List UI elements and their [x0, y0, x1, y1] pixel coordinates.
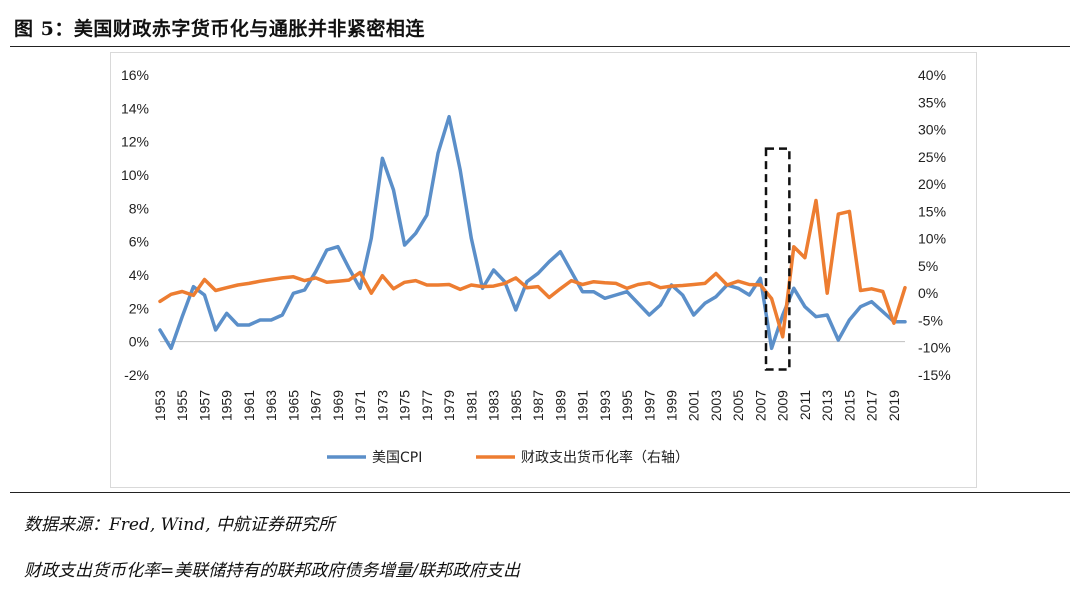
- y-right-tick-label: 15%: [918, 203, 946, 219]
- y-left-tick-label: 10%: [121, 167, 149, 183]
- x-tick-label: 1973: [374, 390, 390, 421]
- y-right-tick-label: 40%: [918, 67, 946, 83]
- x-tick-label: 1961: [241, 390, 257, 421]
- legend-label-cpi: 美国CPI: [372, 450, 422, 466]
- x-tick-label: 1983: [486, 390, 502, 421]
- x-tick-label: 1957: [196, 390, 212, 421]
- y-left-tick-label: 2%: [129, 300, 149, 316]
- x-tick-label: 1959: [219, 390, 235, 421]
- y-right-tick-label: 5%: [918, 258, 938, 274]
- x-tick-label: 2015: [841, 390, 857, 421]
- x-tick-label: 1955: [174, 390, 190, 421]
- x-tick-label: 2009: [775, 390, 791, 421]
- x-tick-label: 1999: [663, 390, 679, 421]
- x-tick-label: 1969: [330, 390, 346, 421]
- chart-legend: 美国CPI 财政支出货币化率（右轴）: [327, 449, 689, 466]
- legend-label-monetization: 财政支出货币化率（右轴）: [521, 449, 689, 466]
- x-tick-label: 2003: [708, 390, 724, 421]
- y-right-tick-label: 10%: [918, 231, 946, 247]
- x-tick-label: 1967: [308, 390, 324, 421]
- x-tick-label: 1993: [597, 390, 613, 421]
- x-tick-label: 1979: [441, 390, 457, 421]
- x-tick-label: 2001: [686, 390, 702, 421]
- x-tick-label: 1971: [352, 390, 368, 421]
- y-right-tick-label: -10%: [918, 340, 951, 356]
- x-tick-label: 2011: [797, 390, 813, 420]
- y-left-tick-label: 8%: [129, 200, 149, 216]
- x-tick-label: 1965: [285, 390, 301, 421]
- x-tick-label: 1987: [530, 390, 546, 421]
- x-tick-label: 1989: [552, 390, 568, 421]
- y-right-tick-label: -15%: [918, 367, 951, 383]
- x-tick-label: 1953: [152, 390, 168, 421]
- y-right-tick-label: 35%: [918, 94, 946, 110]
- series-line-cpi: [158, 114, 907, 351]
- x-tick-label: 2017: [864, 390, 880, 421]
- x-tick-label: 2019: [886, 390, 902, 421]
- y-right-tick-label: 30%: [918, 122, 946, 138]
- y-right-tick-label: 20%: [918, 176, 946, 192]
- x-tick-label: 1981: [463, 390, 479, 421]
- y-left-tick-label: -2%: [124, 367, 149, 383]
- x-tick-label: 2005: [730, 390, 746, 421]
- dashed-highlight-box: [764, 147, 791, 371]
- figure-title: 图 5：美国财政赤字货币化与通胀并非紧密相连: [14, 18, 425, 40]
- x-tick-label: 1963: [263, 390, 279, 421]
- y-left-tick-label: 4%: [129, 267, 149, 283]
- y-right-tick-label: 25%: [918, 149, 946, 165]
- x-tick-label: 2013: [819, 390, 835, 421]
- x-tick-label: 1975: [397, 390, 413, 421]
- series-line-monetization: [158, 198, 907, 339]
- y-right-tick-label: -5%: [918, 312, 943, 328]
- x-tick-label: 1991: [575, 390, 591, 421]
- y-right-tick-label: 0%: [918, 285, 938, 301]
- x-tick-label: 1997: [641, 390, 657, 421]
- x-tick-label: 2007: [752, 390, 768, 421]
- y-left-tick-label: 16%: [121, 67, 149, 83]
- definition-note: 财政支出货币化率=美联储持有的联邦政府债务增量/联邦政府支出: [24, 561, 520, 581]
- data-source-note: 数据来源：Fred, Wind, 中航证券研究所: [24, 515, 335, 535]
- x-tick-label: 1985: [508, 390, 524, 421]
- footer-divider: [10, 492, 1070, 493]
- title-divider: [10, 46, 1070, 47]
- x-tick-label: 1995: [619, 390, 635, 421]
- y-left-tick-label: 12%: [121, 134, 149, 150]
- y-left-tick-label: 0%: [129, 334, 149, 350]
- y-left-tick-label: 14%: [121, 100, 149, 116]
- y-left-tick-label: 6%: [129, 234, 149, 250]
- x-tick-label: 1977: [419, 390, 435, 421]
